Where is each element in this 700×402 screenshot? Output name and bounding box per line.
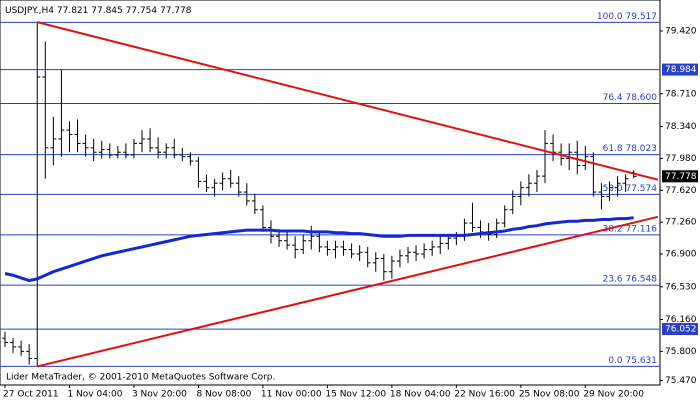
x-tick-label: 22 Nov 16:00 — [454, 390, 515, 400]
price-box-label: 78.984 — [665, 65, 697, 75]
symbol: USDJPY.,H4 — [5, 6, 54, 16]
y-tick-label: 76.900 — [665, 250, 697, 260]
y-tick-label: 75.470 — [665, 376, 697, 386]
plot-frame — [0, 0, 661, 386]
x-tick-label: 15 Nov 12:00 — [325, 390, 386, 400]
current-price: 77.778 — [665, 172, 697, 182]
y-tick-label: 79.420 — [665, 26, 697, 36]
y-tick-label: 78.340 — [665, 122, 697, 132]
header-low: 77.754 — [126, 6, 158, 16]
price-box — [662, 323, 698, 336]
fib-label: 76.4 78.600 — [603, 93, 658, 103]
y-tick-label: 78.710 — [665, 89, 697, 99]
trend-line — [37, 215, 659, 368]
fib-label: 38.2 77.116 — [603, 224, 658, 234]
x-tick-label: 25 Nov 08:00 — [519, 390, 580, 400]
header: USDJPY.,H4 77.821 77.845 77.754 77.778 — [5, 6, 192, 16]
header-high: 77.845 — [91, 6, 123, 16]
x-tick-label: 11 Nov 00:00 — [261, 390, 322, 400]
y-tick-label: 75.800 — [665, 347, 697, 357]
x-tick-label: 8 Nov 08:00 — [196, 390, 251, 400]
fib-label: 61.8 78.023 — [603, 144, 657, 154]
y-tick-label: 77.260 — [665, 218, 697, 228]
fib-label: 100.0 79.517 — [597, 12, 657, 22]
header-close: 77.778 — [160, 6, 192, 16]
header-open: 77.821 — [57, 6, 89, 16]
fib-label: 23.6 76.548 — [603, 275, 658, 285]
price-box-label: 76.052 — [665, 325, 697, 335]
x-tick-label: 29 Nov 20:00 — [583, 390, 644, 400]
x-tick-label: 1 Nov 04:00 — [67, 390, 122, 400]
y-tick-label: 77.620 — [665, 186, 697, 196]
y-tick-label: 77.980 — [665, 154, 697, 164]
current-price-box — [662, 170, 698, 183]
price-box — [662, 63, 698, 76]
fib-label: 50.0 77.574 — [603, 184, 658, 194]
x-tick-label: 18 Nov 04:00 — [390, 390, 451, 400]
moving-average — [4, 216, 634, 283]
y-tick-label: 76.160 — [665, 315, 697, 325]
footer: Lider MetaTrader, © 2001-2010 MetaQuotes… — [6, 373, 275, 383]
fib-label: 0.0 75.631 — [608, 356, 657, 366]
x-tick-label: 27 Oct 2011 — [3, 390, 59, 400]
x-tick-label: 3 Nov 20:00 — [132, 390, 187, 400]
y-tick-label: 76.530 — [665, 282, 697, 292]
trend-line — [36, 21, 659, 181]
